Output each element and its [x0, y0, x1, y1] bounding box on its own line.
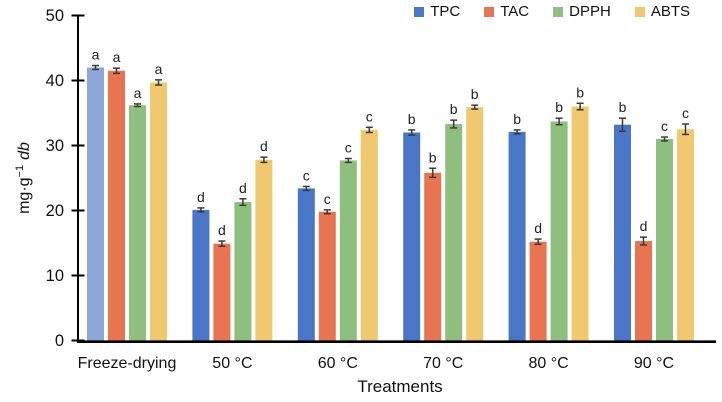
bar-tpc-0	[87, 67, 104, 342]
significance-letter: a	[92, 47, 100, 63]
significance-letter: a	[134, 85, 142, 101]
bar-abts-4	[571, 106, 589, 342]
y-tick-label: 50	[46, 7, 64, 25]
bar-dpph-5	[656, 139, 673, 342]
significance-letter: d	[218, 222, 226, 238]
bar-abts-0	[150, 82, 167, 342]
significance-letter: c	[682, 105, 689, 121]
y-tick-label: 30	[46, 137, 64, 155]
bar-dpph-0	[129, 105, 146, 342]
y-tick-label: 40	[46, 72, 64, 90]
x-category-label: 90 °C	[634, 355, 674, 372]
x-category-label: Freeze-drying	[78, 355, 177, 372]
bar-tpc-3	[403, 132, 421, 342]
legend: TPC TAC DPPH ABTS	[414, 3, 690, 20]
y-axis-label-unit: mg·g	[16, 177, 34, 214]
significance-letter: c	[345, 140, 352, 156]
bar-tac-2	[318, 211, 336, 342]
significance-letter: b	[619, 99, 627, 115]
x-category-label: 60 °C	[318, 355, 358, 372]
bar-tpc-1	[192, 209, 210, 342]
bar-tac-0	[108, 70, 125, 342]
y-tick-label: 0	[55, 332, 64, 350]
bar-tac-3	[424, 172, 442, 342]
significance-letter: c	[324, 191, 331, 207]
significance-letter: b	[408, 111, 416, 127]
x-axis-label: Treatments	[357, 377, 443, 396]
legend-item-tpc: TPC	[414, 3, 460, 20]
legend-swatch-tpc	[414, 6, 425, 17]
bar-abts-3	[466, 107, 484, 342]
significance-letter: d	[239, 180, 247, 196]
significance-letter: b	[471, 86, 479, 102]
bar-tpc-5	[614, 124, 631, 342]
legend-label-dpph: DPPH	[569, 3, 611, 20]
significance-letter: d	[534, 220, 542, 236]
significance-letter: a	[155, 61, 163, 77]
y-tick-label: 20	[46, 202, 64, 220]
legend-swatch-tac	[484, 6, 495, 17]
bar-tpc-4	[508, 131, 526, 342]
y-axis-label-db: db	[16, 142, 34, 160]
bar-tac-5	[635, 241, 652, 342]
bar-dpph-3	[445, 124, 463, 342]
y-tick-label: 10	[46, 267, 64, 285]
significance-letter: a	[113, 49, 121, 65]
legend-swatch-dpph	[553, 6, 564, 17]
significance-letter: d	[640, 218, 648, 234]
bar-abts-5	[677, 129, 694, 342]
y-axis-label-exponent: −1	[13, 164, 26, 178]
legend-label-tac: TAC	[500, 3, 530, 20]
significance-letter: d	[197, 189, 205, 205]
legend-item-abts: ABTS	[634, 3, 690, 20]
bar-tpc-2	[297, 188, 315, 342]
legend-label-abts: ABTS	[650, 3, 690, 20]
bar-abts-2	[360, 129, 378, 342]
legend-swatch-abts	[634, 6, 645, 17]
x-category-label: 50 °C	[212, 355, 252, 372]
bar-dpph-4	[550, 121, 568, 342]
significance-letter: b	[555, 99, 563, 115]
x-category-label: 80 °C	[528, 355, 568, 372]
significance-letter: d	[260, 138, 268, 154]
significance-letter: c	[303, 167, 310, 183]
significance-letter: b	[429, 149, 437, 165]
bar-dpph-2	[339, 160, 357, 342]
x-category-label: 70 °C	[423, 355, 463, 372]
bar-abts-1	[255, 159, 273, 342]
bar-tac-1	[213, 243, 231, 342]
bar-tac-4	[529, 241, 547, 342]
legend-item-tac: TAC	[484, 3, 529, 20]
significance-letter: c	[366, 108, 373, 124]
significance-letter: c	[661, 118, 668, 134]
legend-label-tpc: TPC	[430, 3, 461, 20]
bar-dpph-1	[234, 202, 252, 342]
significance-letter: b	[576, 84, 584, 100]
significance-letter: b	[513, 111, 521, 127]
y-axis-label: mg·g−1 db	[14, 142, 34, 214]
significance-letter: b	[450, 101, 458, 117]
legend-item-dpph: DPPH	[553, 3, 611, 20]
